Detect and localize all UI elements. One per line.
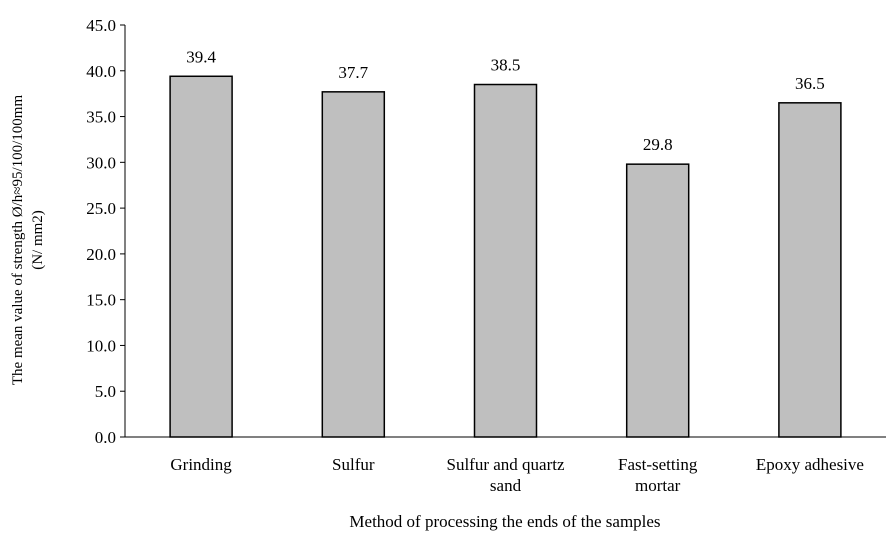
bar — [473, 83, 538, 438]
data-label: 37.7 — [338, 63, 368, 82]
y-axis-title-line-2: (N/ mm2) — [30, 210, 46, 270]
y-tick-label: 0.0 — [95, 428, 116, 447]
data-label: 29.8 — [643, 135, 673, 154]
y-tick-label: 45.0 — [86, 16, 116, 35]
data-label: 38.5 — [491, 56, 521, 75]
x-tick-label: Sulfur — [332, 455, 375, 474]
bar — [778, 102, 842, 438]
x-tick-label: Sulfur and quartz sand — [446, 455, 564, 495]
y-tick-label: 40.0 — [86, 62, 116, 81]
x-tick-label: Grinding — [170, 455, 232, 474]
data-label: 39.4 — [186, 47, 216, 66]
y-axis-title-line-1: The mean value of strength Ø/h≈95/100/10… — [10, 95, 26, 386]
y-axis-title: The mean value of strength Ø/h≈95/100/10… — [10, 95, 46, 386]
x-tick-label: Fast-setting mortar — [618, 455, 698, 495]
y-tick-label: 15.0 — [86, 291, 116, 310]
y-tick-label: 20.0 — [86, 245, 116, 264]
bar — [169, 75, 233, 438]
y-axis-ticks: 0.0 5.0 10.0 15.0 20.0 25.0 30.0 35.0 40.0 45.0 — [86, 16, 125, 447]
y-tick-label: 35.0 — [86, 108, 116, 127]
bar — [321, 91, 386, 438]
y-tick-label: 5.0 — [95, 382, 116, 401]
bar — [625, 163, 690, 438]
bars — [169, 75, 842, 438]
x-axis-ticks: Grinding Sulfur Sulfur and quartz sand Fast-… — [170, 455, 864, 495]
y-tick-label: 30.0 — [86, 153, 116, 172]
y-tick-label: 25.0 — [86, 199, 116, 218]
data-labels: 39.4 37.7 38.5 29.8 36.5 — [186, 47, 825, 154]
x-tick-label: Epoxy adhesive — [756, 455, 864, 474]
data-label: 36.5 — [795, 74, 825, 93]
axes — [124, 25, 886, 438]
y-tick-label: 10.0 — [86, 336, 116, 355]
x-axis-title: Method of processing the ends of the sam… — [349, 512, 660, 531]
